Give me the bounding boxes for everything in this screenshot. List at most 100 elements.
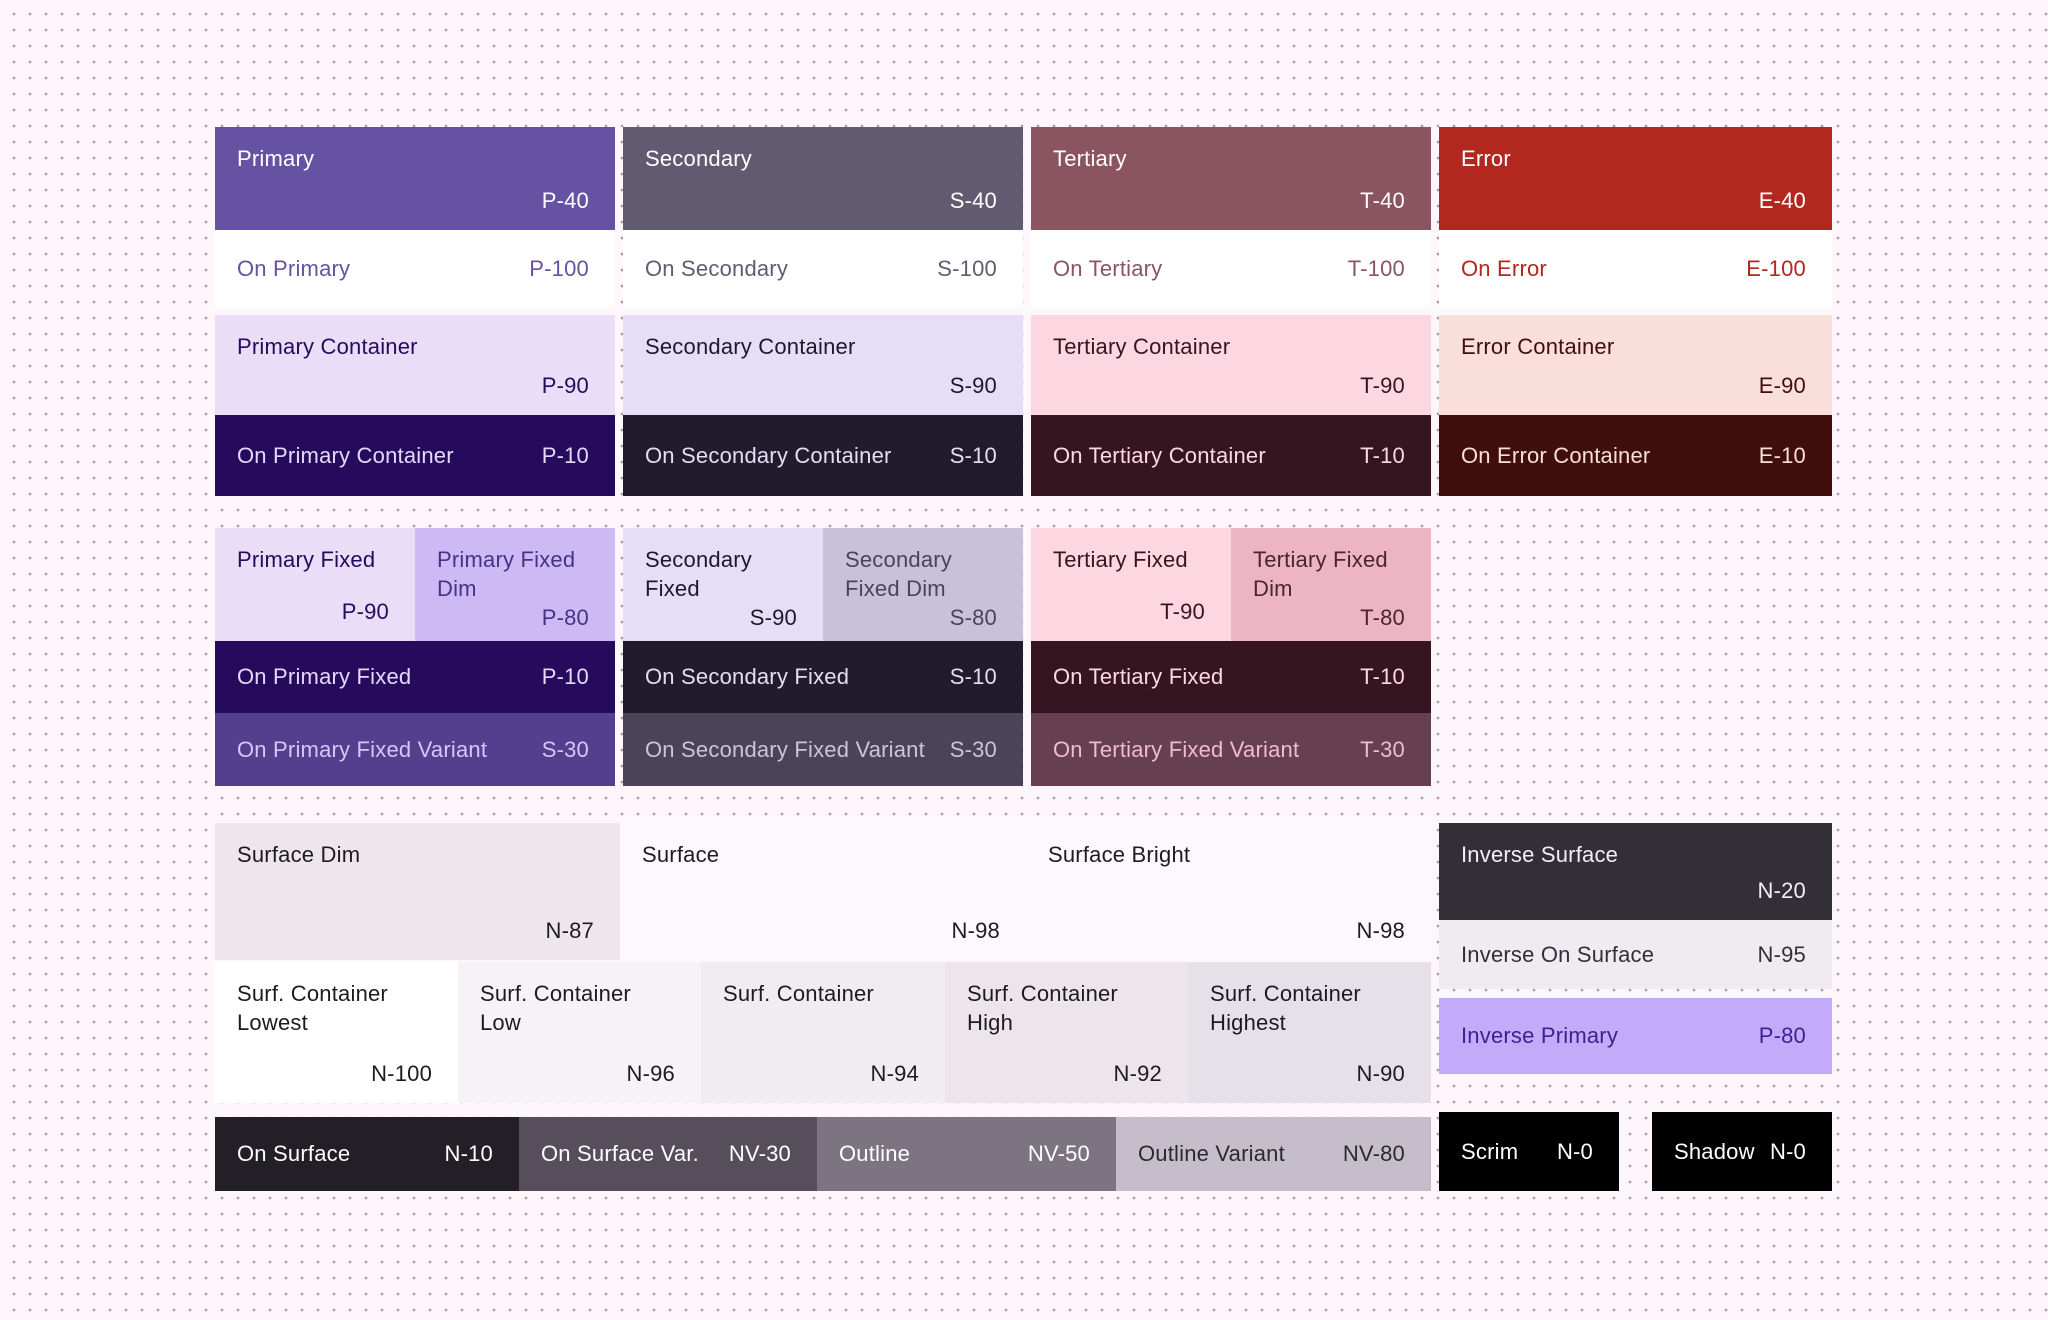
swatch-on-primary[interactable]: On Primary P-100 [215,230,615,308]
swatch-on-primary-fixed-variant[interactable]: On Primary Fixed Variant S-30 [215,713,615,786]
swatch-token-value: S-10 [949,442,997,468]
swatch-token-value: S-80 [949,605,997,631]
swatch-label: On Primary Fixed [237,664,412,690]
swatch-on-tertiary-fixed-variant[interactable]: On Tertiary Fixed Variant T-30 [1031,713,1431,786]
swatch-token-value: N-10 [444,1141,493,1167]
swatch-tertiary-container[interactable]: Tertiary Container T-90 [1031,315,1431,415]
swatch-label: Inverse Primary [1461,1023,1619,1049]
swatch-label: Error [1461,146,1511,171]
swatch-on-secondary[interactable]: On Secondary S-100 [623,230,1023,308]
swatch-primary[interactable]: Primary P-40 [215,127,615,230]
swatch-on-surface-var[interactable]: On Surface Var. NV-30 [519,1117,817,1191]
swatch-on-surface[interactable]: On Surface N-10 [215,1117,519,1191]
swatch-label: Outline [839,1141,911,1167]
swatch-inverse-on-surface[interactable]: Inverse On Surface N-95 [1439,920,1832,989]
swatch-primary-container[interactable]: Primary Container P-90 [215,315,615,415]
swatch-label: On Tertiary Fixed Variant [1053,736,1300,762]
swatch-label: Surface Bright [1048,842,1191,867]
swatch-label: Primary Container [237,334,418,359]
swatch-surf-container-lowest[interactable]: Surf. Container Lowest N-100 [215,962,458,1103]
swatch-label: On Primary Container [237,442,454,468]
swatch-label: Surf. Container Lowest [237,981,388,1036]
swatch-label: Secondary Fixed [645,547,752,602]
swatch-label: On Primary Fixed Variant [237,736,488,762]
swatch-label: On Tertiary [1053,256,1163,282]
swatch-token-value: P-90 [541,372,589,398]
swatch-on-tertiary-container[interactable]: On Tertiary Container T-10 [1031,415,1431,496]
swatch-label: Error Container [1461,334,1615,359]
swatch-secondary-fixed-dim[interactable]: Secondary Fixed Dim S-80 [823,528,1023,641]
swatch-label: Shadow [1674,1138,1755,1164]
swatch-token-value: T-40 [1360,187,1405,213]
swatch-on-tertiary[interactable]: On Tertiary T-100 [1031,230,1431,308]
swatch-on-secondary-fixed-variant[interactable]: On Secondary Fixed Variant S-30 [623,713,1023,786]
swatch-label: On Primary [237,256,351,282]
swatch-surf-container-highest[interactable]: Surf. Container Highest N-90 [1188,962,1431,1103]
swatch-label: Surf. Container Low [480,981,631,1036]
swatch-surf-container-high[interactable]: Surf. Container High N-92 [945,962,1188,1103]
swatch-token-value: NV-80 [1342,1141,1405,1167]
swatch-label: Secondary Container [645,334,856,359]
swatch-tertiary-fixed-dim[interactable]: Tertiary Fixed Dim T-80 [1231,528,1431,641]
swatch-scrim[interactable]: Scrim N-0 [1439,1112,1619,1191]
swatch-label: Surface [642,842,720,867]
swatch-surf-container-low[interactable]: Surf. Container Low N-96 [458,962,701,1103]
swatch-token-value: T-90 [1360,372,1405,398]
swatch-token-value: S-100 [937,256,997,282]
swatch-token-value: NV-30 [728,1141,791,1167]
swatch-error[interactable]: Error E-40 [1439,127,1832,230]
swatch-error-container[interactable]: Error Container E-90 [1439,315,1832,415]
swatch-secondary-fixed[interactable]: Secondary Fixed S-90 [623,528,823,641]
swatch-label: On Tertiary Fixed [1053,664,1224,690]
swatch-label: Scrim [1461,1138,1519,1164]
swatch-label: On Secondary Fixed [645,664,850,690]
swatch-label: Primary Fixed [237,547,376,572]
swatch-on-error[interactable]: On Error E-100 [1439,230,1832,308]
swatch-label: On Surface Var. [541,1141,699,1167]
swatch-inverse-primary[interactable]: Inverse Primary P-80 [1439,998,1832,1074]
swatch-outline-variant[interactable]: Outline Variant NV-80 [1116,1117,1431,1191]
swatch-token-value: E-100 [1746,256,1806,282]
swatch-label: Tertiary [1053,146,1127,171]
swatch-secondary[interactable]: Secondary S-40 [623,127,1023,230]
swatch-token-value: P-90 [341,598,389,624]
swatch-on-primary-container[interactable]: On Primary Container P-10 [215,415,615,496]
swatch-surface[interactable]: Surface N-98 [620,823,1026,960]
swatch-token-value: S-10 [949,664,997,690]
swatch-token-value: S-40 [949,187,997,213]
swatch-label: On Secondary [645,256,789,282]
swatch-on-secondary-container[interactable]: On Secondary Container S-10 [623,415,1023,496]
swatch-shadow[interactable]: Shadow N-0 [1652,1112,1832,1191]
swatch-token-value: N-94 [870,1060,919,1086]
swatch-label: Primary [237,146,315,171]
swatch-token-value: NV-50 [1027,1141,1090,1167]
swatch-on-error-container[interactable]: On Error Container E-10 [1439,415,1832,496]
swatch-label: On Tertiary Container [1053,442,1266,468]
swatch-tertiary-fixed[interactable]: Tertiary Fixed T-90 [1031,528,1231,641]
swatch-secondary-container[interactable]: Secondary Container S-90 [623,315,1023,415]
swatch-token-value: N-98 [951,917,1000,943]
swatch-primary-fixed-dim[interactable]: Primary Fixed Dim P-80 [415,528,615,641]
swatch-token-value: N-0 [1769,1138,1806,1164]
swatch-token-value: E-90 [1758,372,1806,398]
swatch-on-tertiary-fixed[interactable]: On Tertiary Fixed T-10 [1031,641,1431,713]
swatch-on-primary-fixed[interactable]: On Primary Fixed P-10 [215,641,615,713]
swatch-outline[interactable]: Outline NV-50 [817,1117,1116,1191]
swatch-on-secondary-fixed[interactable]: On Secondary Fixed S-10 [623,641,1023,713]
swatch-label: Outline Variant [1138,1141,1285,1167]
swatch-inverse-surface[interactable]: Inverse Surface N-20 [1439,823,1832,920]
swatch-label: Inverse On Surface [1461,941,1655,967]
swatch-token-value: N-90 [1356,1060,1405,1086]
swatch-token-value: N-98 [1356,917,1405,943]
swatch-surface-bright[interactable]: Surface Bright N-98 [1026,823,1431,960]
swatch-surface-dim[interactable]: Surface Dim N-87 [215,823,620,960]
swatch-primary-fixed[interactable]: Primary Fixed P-90 [215,528,415,641]
swatch-token-value: T-10 [1360,664,1405,690]
swatch-token-value: T-30 [1360,736,1405,762]
swatch-surf-container[interactable]: Surf. Container N-94 [701,962,945,1103]
swatch-token-value: N-96 [626,1060,675,1086]
swatch-tertiary[interactable]: Tertiary T-40 [1031,127,1431,230]
swatch-token-value: P-80 [541,605,589,631]
swatch-token-value: P-10 [541,664,589,690]
swatch-token-value: S-30 [949,736,997,762]
